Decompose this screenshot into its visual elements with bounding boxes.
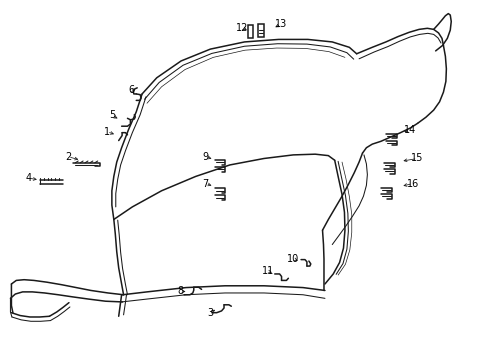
Text: 2: 2 (65, 152, 71, 162)
Text: 4: 4 (26, 173, 32, 183)
Text: 16: 16 (406, 179, 418, 189)
Text: 6: 6 (128, 85, 134, 95)
Text: 12: 12 (235, 23, 248, 33)
Bar (258, 24, 264, 37)
Bar (248, 25, 253, 38)
Text: 15: 15 (410, 153, 423, 163)
Text: 14: 14 (404, 125, 416, 135)
Text: 13: 13 (274, 19, 286, 29)
Text: 11: 11 (261, 266, 273, 276)
Text: 10: 10 (286, 254, 299, 264)
Text: 5: 5 (108, 111, 115, 121)
Text: 8: 8 (177, 286, 183, 296)
Text: 3: 3 (207, 308, 213, 318)
Text: 7: 7 (202, 179, 208, 189)
Text: 9: 9 (202, 152, 208, 162)
Text: 1: 1 (104, 127, 110, 136)
